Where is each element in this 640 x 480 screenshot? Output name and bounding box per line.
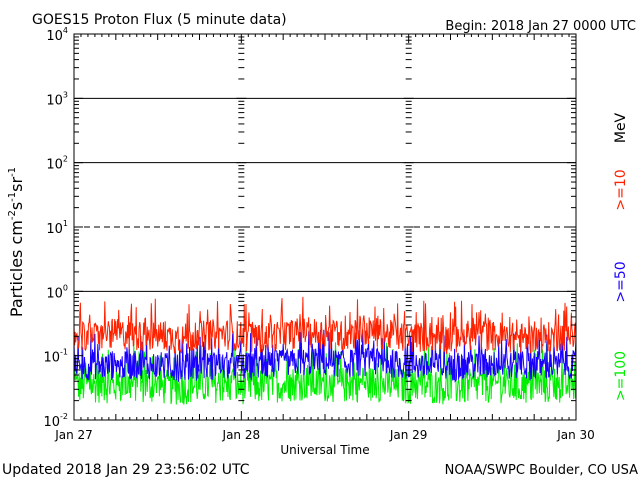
y-tick-label: 101 <box>46 219 68 237</box>
legend-entry: >=10 <box>613 169 629 210</box>
y-tick-label: 104 <box>46 26 68 44</box>
y-tick-label: 103 <box>46 90 68 108</box>
y-tick-labels: 10-2 10-1 100 101 102 103 104 <box>43 26 68 430</box>
begin-time: Begin: 2018 Jan 27 0000 UTC <box>445 19 636 34</box>
series-line <box>73 296 577 354</box>
series-line <box>73 329 577 383</box>
legend-entry: >=100 <box>613 351 629 401</box>
y-tick-label: 10-1 <box>43 348 68 366</box>
legend-entry: >=50 <box>613 261 629 302</box>
y-axis-label: Particles cm-2s-1sr-1 <box>7 167 26 317</box>
series-legend: >=10 >=50 >=100 <box>613 169 629 401</box>
series-line <box>73 342 577 405</box>
plot-frame <box>73 33 577 421</box>
x-axis-label: Universal Time <box>280 443 369 457</box>
y-tick-label: 10-2 <box>43 412 68 430</box>
series-layer <box>73 296 577 405</box>
x-tick-labels: Jan 27 Jan 28 Jan 29 Jan 30 <box>54 428 595 442</box>
y-tick-label: 100 <box>46 283 68 301</box>
y-tick-label: 102 <box>46 155 68 173</box>
threshold-lines <box>74 97 576 292</box>
updated-time: Updated 2018 Jan 29 23:56:02 UTC <box>2 462 250 478</box>
unit-label: MeV <box>613 112 629 143</box>
chart-title: GOES15 Proton Flux (5 minute data) <box>32 12 287 28</box>
x-tick-label: Jan 27 <box>54 428 93 442</box>
x-tick-label: Jan 29 <box>389 428 428 442</box>
credit-text: NOAA/SWPC Boulder, CO USA <box>445 463 638 478</box>
x-tick-label: Jan 30 <box>556 428 595 442</box>
x-tick-label: Jan 28 <box>222 428 261 442</box>
